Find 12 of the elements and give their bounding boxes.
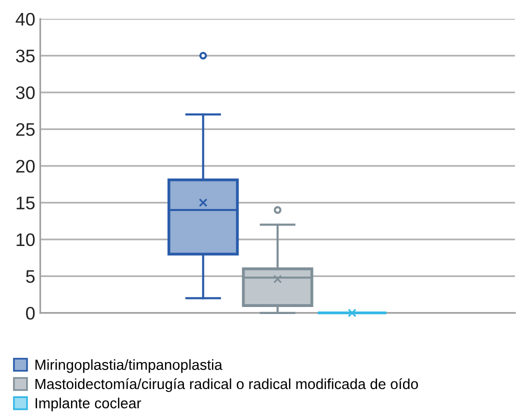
y-tick-label: 25: [16, 123, 35, 136]
y-tick-label: 5: [26, 270, 35, 283]
y-tick-label: 0: [26, 306, 35, 320]
y-tick-label: 35: [16, 50, 35, 62]
y-tick-label: 20: [16, 160, 35, 173]
legend-label: Implante coclear: [36, 398, 142, 412]
legend-label: Miringoplastia/timpanoplastia: [36, 359, 222, 373]
legend-label: Mastoidectomía/cirugía radical o radical modificada de oído: [36, 378, 418, 392]
y-tick-label: 30: [16, 86, 35, 100]
y-tick-label: 40: [16, 12, 35, 26]
y-tick-label: 15: [16, 196, 35, 210]
y-tick-label: 10: [16, 233, 35, 246]
